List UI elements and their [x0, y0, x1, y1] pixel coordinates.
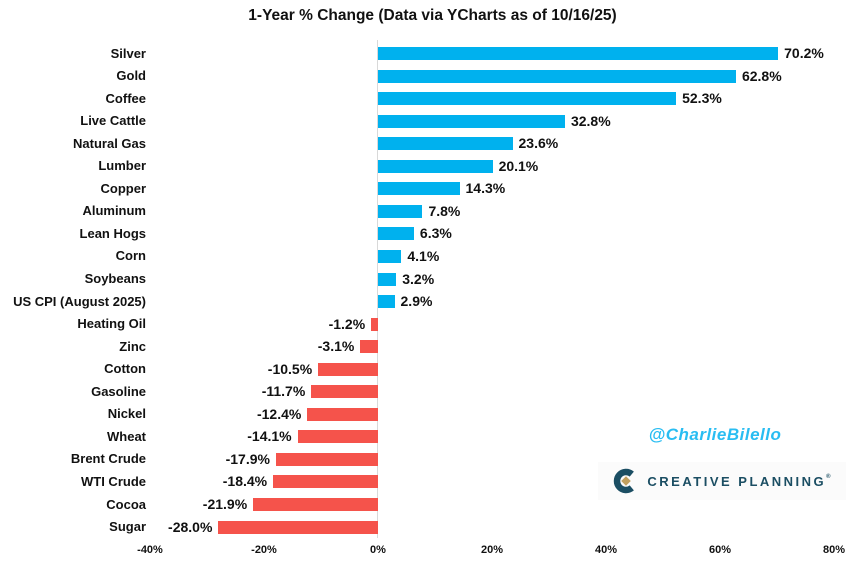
value-label: -14.1%: [247, 428, 292, 445]
bar: [275, 452, 378, 466]
x-tick-label: 20%: [480, 544, 504, 556]
category-label: Natural Gas: [73, 135, 146, 151]
category-label: Lean Hogs: [79, 225, 146, 241]
bar: [378, 47, 779, 60]
bar: [378, 227, 414, 241]
category-label: Live Cattle: [80, 113, 146, 129]
value-label: -21.9%: [202, 496, 248, 512]
bar: [307, 407, 378, 421]
category-label: Lumber: [98, 158, 146, 174]
value-label: -10.5%: [267, 360, 313, 377]
zero-axis-line: [377, 40, 378, 538]
x-tick-label: 0%: [370, 544, 386, 556]
bar: [378, 114, 565, 128]
bar: [378, 272, 397, 286]
category-label: Zinc: [119, 338, 146, 354]
category-label: Sugar: [109, 519, 146, 535]
value-label: -3.1%: [317, 338, 355, 355]
category-label: US CPI (August 2025): [13, 293, 146, 309]
category-label: Nickel: [107, 406, 146, 422]
value-label: -18.4%: [222, 473, 268, 490]
bar: [253, 498, 378, 511]
bar: [378, 182, 460, 196]
watermark-handle: @CharlieBilello: [648, 425, 782, 444]
bar: [318, 362, 378, 376]
bar: [218, 520, 378, 534]
bar: [378, 204, 423, 218]
bar: [378, 159, 493, 173]
value-label: 32.8%: [570, 112, 611, 129]
bar: [273, 475, 378, 489]
value-label: -28.0%: [168, 518, 213, 535]
bar: [378, 92, 677, 106]
x-tick-label: 60%: [708, 544, 732, 556]
category-label: WTI Crude: [81, 473, 146, 489]
category-label: Wheat: [107, 428, 146, 444]
value-label: 70.2%: [784, 45, 824, 61]
value-label: 14.3%: [465, 180, 506, 197]
x-tick-label: -20%: [251, 544, 277, 556]
category-label: Copper: [100, 180, 147, 196]
chart-title: 1-Year % Change (Data via YCharts as of …: [248, 7, 617, 24]
brand-logo: CREATIVE PLANNING®: [598, 462, 846, 500]
category-label: Gold: [116, 68, 146, 84]
value-label: 20.1%: [498, 157, 539, 174]
bar: [297, 430, 378, 444]
x-tick-label: -40%: [137, 544, 163, 556]
value-label: -1.2%: [328, 315, 366, 332]
brand-text: CREATIVE PLANNING®: [647, 473, 831, 489]
category-label: Gasoline: [91, 383, 146, 399]
bar: [311, 385, 378, 399]
category-label: Heating Oil: [77, 316, 146, 332]
category-label: Coffee: [105, 90, 146, 106]
value-label: 52.3%: [682, 90, 722, 107]
bar: [378, 137, 513, 151]
category-label: Corn: [115, 248, 146, 264]
category-label: Aluminum: [82, 203, 146, 219]
value-label: -12.4%: [256, 405, 302, 422]
value-label: 7.8%: [428, 202, 461, 219]
value-label: 62.8%: [741, 67, 782, 84]
category-label: Brent Crude: [70, 451, 146, 467]
x-tick-label: 40%: [594, 544, 618, 556]
value-label: -11.7%: [261, 383, 306, 400]
category-label: Cotton: [104, 361, 146, 377]
registered-mark: ®: [826, 473, 831, 480]
value-label: 23.6%: [518, 135, 559, 152]
category-label: Cocoa: [106, 496, 146, 512]
creative-planning-logo-icon: [614, 468, 635, 494]
value-label: 2.9%: [400, 293, 433, 310]
bar: [371, 317, 378, 331]
bar: [378, 295, 395, 309]
value-label: 6.3%: [419, 225, 452, 242]
bar: [378, 249, 402, 263]
category-label: Soybeans: [84, 271, 146, 286]
bar: [378, 69, 736, 83]
value-label: -17.9%: [225, 450, 270, 467]
bar: [360, 340, 378, 354]
x-tick-label: 80%: [822, 544, 846, 556]
value-label: 3.2%: [402, 270, 435, 287]
category-label: Silver: [110, 45, 146, 61]
value-label: 4.1%: [407, 247, 440, 264]
